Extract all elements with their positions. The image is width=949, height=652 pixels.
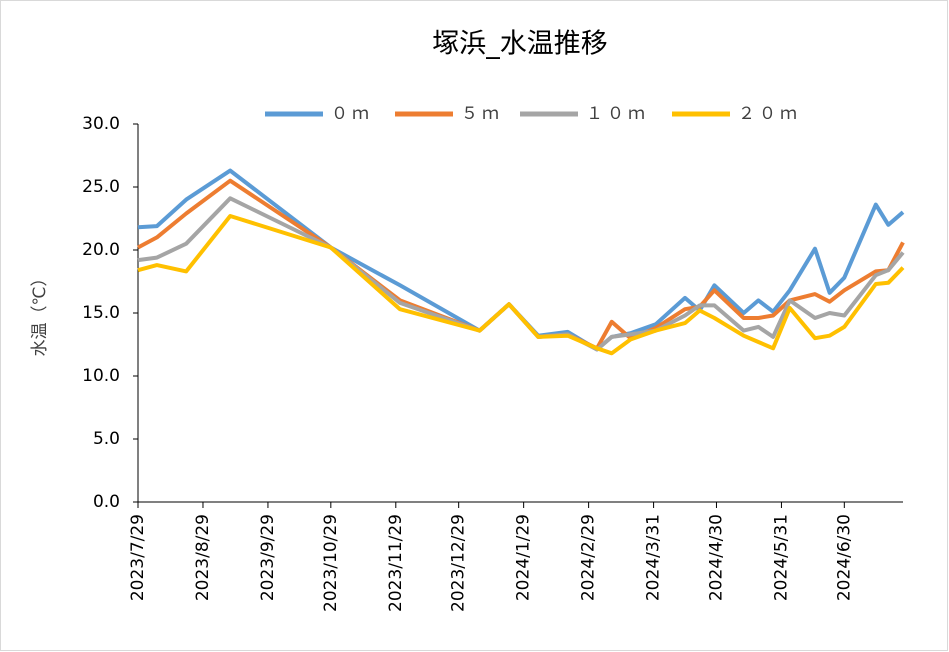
x-tick-label: 2023/10/29	[321, 514, 341, 612]
series-line	[137, 168, 905, 352]
y-tick-label: 5.0	[93, 429, 120, 449]
y-tick-label: 10.0	[82, 366, 120, 386]
x-tick-label: 2023/8/29	[193, 514, 213, 601]
x-tick-label: 2024/5/31	[771, 514, 791, 601]
y-tick-label: 30.0	[82, 114, 120, 134]
legend-label: ２０ｍ	[738, 104, 801, 124]
x-tick-label: 2024/4/30	[706, 514, 726, 601]
x-tick-label: 2023/9/29	[258, 514, 278, 601]
y-tick-label: 15.0	[82, 303, 120, 323]
x-tick-label: 2024/3/31	[644, 514, 664, 601]
x-tick-label: 2023/12/29	[449, 514, 469, 612]
x-tick-label: 2023/7/29	[128, 514, 148, 601]
legend-label: ０ｍ	[331, 104, 373, 124]
y-tick-label: 0.0	[93, 492, 120, 512]
series-line	[137, 214, 905, 356]
x-tick-label: 2024/2/29	[579, 514, 599, 601]
y-tick-label: 20.0	[82, 240, 120, 260]
legend-label: １０ｍ	[586, 104, 649, 124]
y-axis-title: 水温（℃）	[30, 269, 50, 356]
x-tick-label: 2024/6/30	[834, 514, 854, 601]
x-tick-label: 2023/11/29	[386, 514, 406, 612]
legend-label: ５ｍ	[461, 104, 503, 124]
y-tick-label: 25.0	[82, 177, 120, 197]
chart-title: 塚浜_水温推移	[432, 29, 608, 60]
x-tick-label: 2024/1/29	[514, 514, 534, 601]
